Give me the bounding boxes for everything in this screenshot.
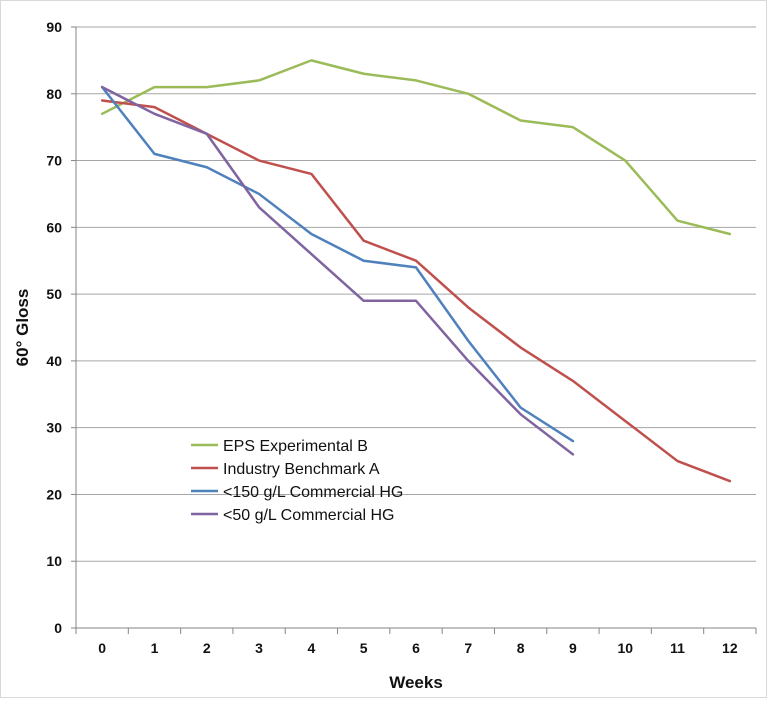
legend-label: <50 g/L Commercial HG [223,507,394,524]
y-tick-label: 10 [46,553,62,569]
series-line-4 [100,85,575,456]
x-tick-label: 4 [307,640,315,656]
y-tick-label: 30 [46,420,62,436]
series-line-1 [100,59,732,236]
legend-label: Industry Benchmark A [223,461,380,478]
x-tick-label: 12 [722,640,738,656]
y-tick-label: 70 [46,153,62,169]
y-tick-label: 50 [46,286,62,302]
x-tick-labels: 0 1 2 3 4 5 6 7 8 9 10 11 12 [98,640,738,656]
y-tick-label: 0 [54,620,62,636]
x-tick-label: 9 [569,640,577,656]
x-tick-label: 0 [98,640,106,656]
series-line-3 [100,85,575,443]
y-tick-labels: 0 10 20 30 40 50 60 70 80 90 [46,19,62,636]
gridlines [71,26,757,634]
y-tick-label: 90 [46,19,62,35]
x-tick-label: 3 [255,640,263,656]
y-tick-label: 20 [46,486,62,502]
legend: EPS Experimental B Industry Benchmark A <1… [191,438,403,524]
series-line-2 [100,99,732,483]
y-tick-label: 40 [46,353,62,369]
x-tick-label: 6 [412,640,420,656]
x-tick-label: 2 [203,640,211,656]
x-axis-title: Weeks [389,673,443,692]
x-tick-label: 1 [151,640,159,656]
legend-label: EPS Experimental B [223,438,368,455]
axes [75,27,756,629]
x-tick-label: 11 [670,640,685,656]
x-tick-label: 8 [517,640,525,656]
x-tick-label: 5 [360,640,368,656]
y-tick-label: 80 [46,86,62,102]
legend-label: <150 g/L Commercial HG [223,484,403,501]
y-axis-title: 60° Gloss [13,289,32,367]
series-lines [100,59,732,483]
x-tick-label: 7 [464,640,472,656]
y-tick-label: 60 [46,219,62,235]
x-tick-label: 10 [617,640,633,656]
